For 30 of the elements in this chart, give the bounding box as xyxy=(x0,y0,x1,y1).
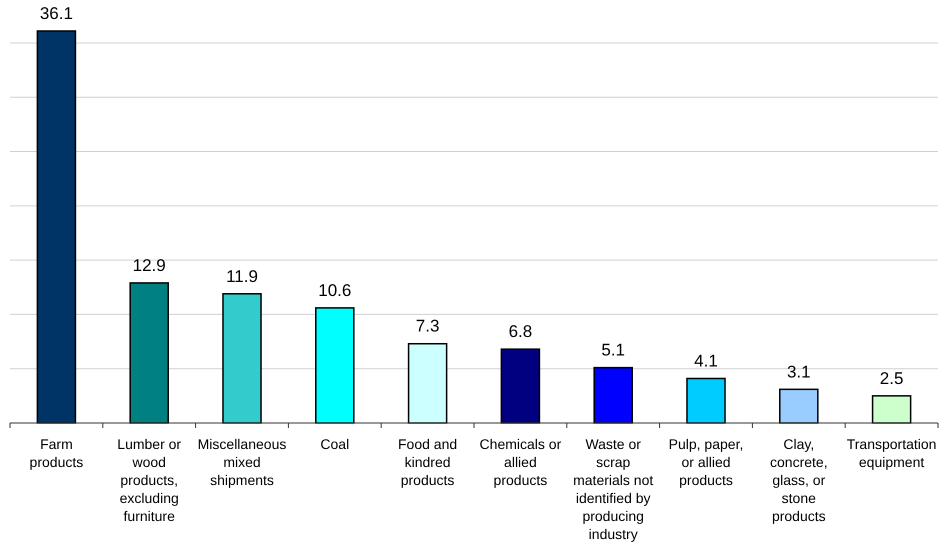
bar xyxy=(129,282,169,424)
data-label: 2.5 xyxy=(880,368,904,388)
x-tick-label: Pulp, paper, or allied products xyxy=(668,436,744,488)
data-label: 6.8 xyxy=(508,322,532,342)
x-tick-label: Miscellaneous mixed shipments xyxy=(198,436,286,488)
data-label: 3.1 xyxy=(786,362,811,382)
data-label: 36.1 xyxy=(40,4,73,23)
data-label: 7.3 xyxy=(416,316,440,336)
bar xyxy=(686,378,726,424)
bar xyxy=(408,342,448,424)
x-tick-label: Clay, concrete, glass, or stone products xyxy=(770,436,828,524)
data-label: 12.9 xyxy=(132,256,166,275)
data-label: 5.1 xyxy=(601,340,626,360)
x-tick-label: Farm products xyxy=(30,436,84,470)
data-label: 11.9 xyxy=(226,266,258,286)
x-tick-label: Lumber or wood products, excluding furniture xyxy=(117,436,182,524)
bar xyxy=(872,395,912,424)
x-tick-label: Transportation equipment xyxy=(846,436,936,470)
bar xyxy=(500,348,540,424)
data-label: 4.1 xyxy=(694,351,718,370)
bar xyxy=(315,307,355,424)
bar xyxy=(593,366,633,424)
data-label: 10.6 xyxy=(318,280,352,300)
x-tick-label: Coal xyxy=(320,436,350,452)
bar xyxy=(779,388,819,424)
bar xyxy=(36,30,76,424)
x-tick-label: Food and kindred products xyxy=(398,436,458,488)
bar xyxy=(222,293,262,424)
x-tick-label: Chemicals or allied products xyxy=(480,436,562,488)
x-tick-label: Waste or scrap materials not identified by producing industry xyxy=(573,436,654,542)
